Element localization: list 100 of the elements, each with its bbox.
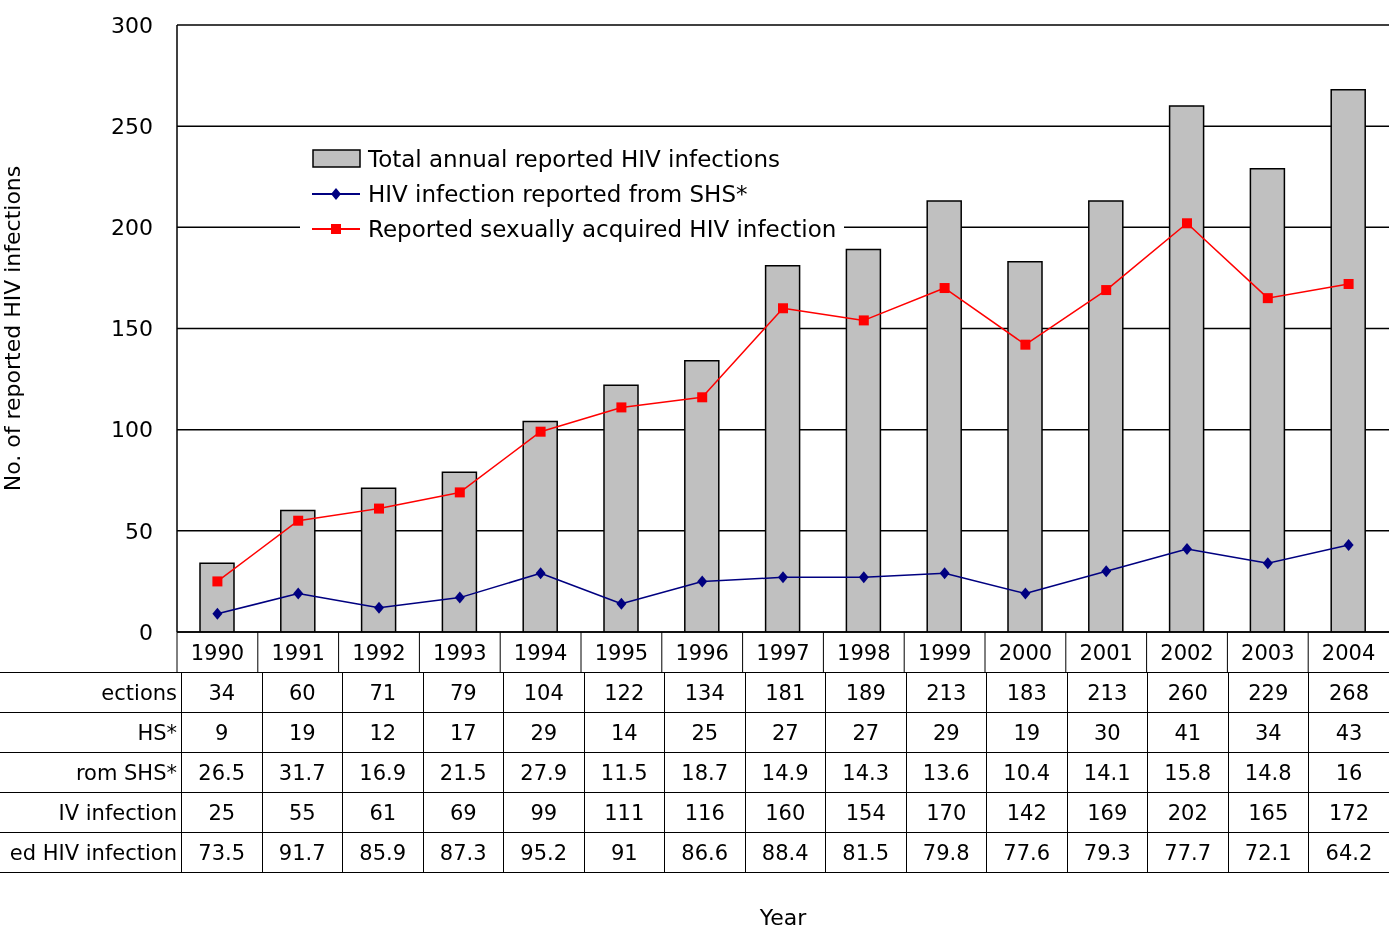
text: 11.5 [584,752,665,793]
text: 88.4 [745,832,826,873]
x-tick-label: 1993 [433,641,487,665]
point [616,597,627,610]
data-label: 154 [825,792,906,833]
x-tick-label: 2002 [1160,641,1214,665]
text: 85.9 [342,832,423,873]
legend-label: Total annual reported HIV infections [368,145,780,172]
text: 79.8 [906,832,987,873]
text: 16.9 [342,752,423,793]
x-tick-label: 1997 [756,641,810,665]
data-label: 43 [1308,712,1389,753]
data-label: 71 [342,672,423,713]
text: 91.7 [262,832,343,873]
point [1262,293,1273,304]
data-label: 104 [503,672,584,713]
data-label: 25 [181,792,262,833]
point [293,515,304,526]
text: 10.4 [986,752,1067,793]
data-label: 229 [1228,672,1309,713]
data-label: 69 [423,792,504,833]
point [1262,557,1273,570]
data-label: 165 [1228,792,1309,833]
point [1101,285,1112,296]
text: 13.6 [906,752,987,793]
x-tick-label: 1990 [190,641,245,665]
data-label: 169 [1067,792,1148,833]
data-label: 172 [1308,792,1389,833]
text: 31.7 [262,752,343,793]
text: rom SHS* [0,752,182,793]
text: Year [758,905,808,930]
data-label: 34 [181,672,262,713]
data-label: 79 [423,672,504,713]
data-label: 213 [906,672,987,713]
data-label: 27 [825,712,906,753]
point [616,402,627,413]
point [939,567,950,580]
x-tick-label: 2000 [998,641,1053,665]
text: 14.3 [825,752,906,793]
text: 95.2 [503,832,584,873]
point [212,576,223,587]
data-label: 160 [745,792,826,833]
x-tick-label: 1995 [594,641,649,665]
data-label: 189 [825,672,906,713]
data-label: 99 [503,792,584,833]
text: 79.3 [1067,832,1148,873]
text: 14.8 [1228,752,1309,793]
data-label: 61 [342,792,423,833]
data-label: 19 [986,712,1067,753]
y-tick-label: 150 [111,316,153,342]
data-label: 30 [1067,712,1148,753]
text: 73.5 [181,832,262,873]
y-tick-label: 0 [139,619,153,645]
x-tick-label: 2004 [1321,641,1376,665]
legend-label: HIV infection reported from SHS* [368,180,748,207]
data-label: 122 [584,672,665,713]
text: 21.5 [423,752,504,793]
text: 86.6 [664,832,745,873]
text: 14.1 [1067,752,1148,793]
data-label: 116 [664,792,745,833]
point [858,315,869,326]
point [778,571,788,584]
point [778,303,788,314]
text: 14.9 [745,752,826,793]
y-tick-label: 100 [111,417,153,443]
point [454,591,465,604]
point [1182,543,1192,556]
x-tick-label: 2001 [1079,641,1133,665]
point [1182,218,1192,229]
point [1020,587,1031,600]
data-label: 134 [664,672,745,713]
x-tick-label: 1999 [917,641,972,665]
text: 77.6 [986,832,1067,873]
point [374,601,384,614]
y-tick-label: 50 [125,518,153,544]
text: ed HIV infection [0,832,182,873]
x-tick-label: 1998 [837,641,891,665]
data-label: 111 [584,792,665,833]
y-tick-label: 250 [111,113,153,139]
x-tick-label: 1991 [271,641,325,665]
point [1020,339,1031,350]
text: 91 [584,832,665,873]
data-label: 268 [1308,672,1389,713]
data-label: 14 [584,712,665,753]
point [1343,539,1354,551]
point [697,392,708,403]
data-label: 213 [1067,672,1148,713]
text: 77.7 [1147,832,1228,873]
text: IV infection [0,792,182,833]
data-label: 170 [906,792,987,833]
point [374,503,384,514]
data-label: 25 [664,712,745,753]
point [697,575,708,588]
data-label: 12 [342,712,423,753]
point [454,487,465,498]
data-label: 34 [1228,712,1309,753]
data-label: 17 [423,712,504,753]
point [293,587,304,600]
point [939,283,950,294]
data-label: 29 [906,712,987,753]
